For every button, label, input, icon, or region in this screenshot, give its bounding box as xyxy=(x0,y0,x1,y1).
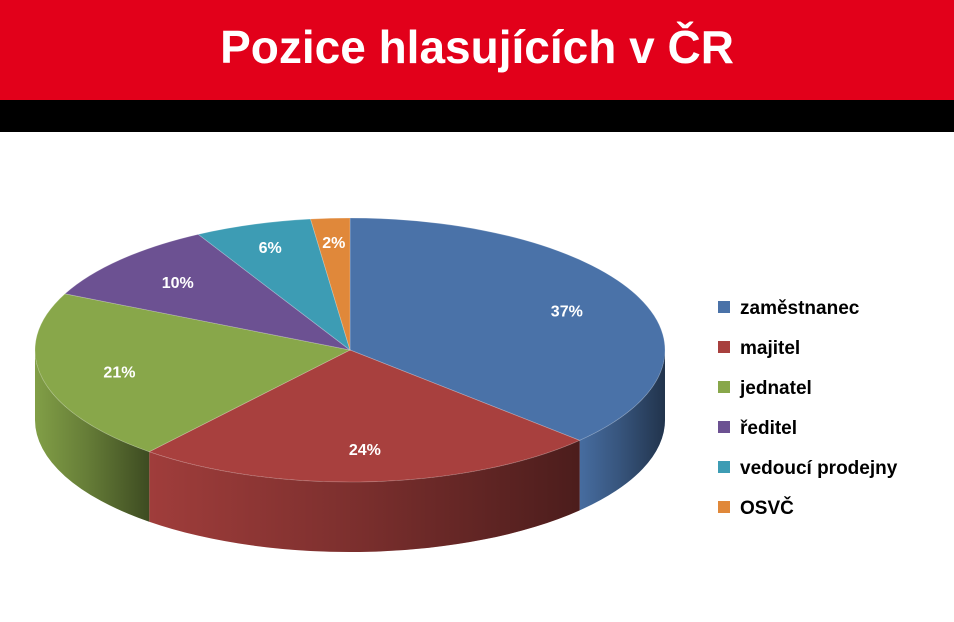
pie-slice-reditel xyxy=(64,233,351,351)
legend-label-jednatel: jednatel xyxy=(739,378,812,399)
page-title: Pozice hlasujících v ČR xyxy=(220,21,734,73)
legend-swatch-zamestnanec xyxy=(718,301,730,313)
data-label-jednatel: 21% xyxy=(103,365,135,382)
pie-side-zamestnanec-shade xyxy=(579,350,665,511)
legend-label-majitel: majitel xyxy=(740,338,800,359)
legend-swatch-majitel xyxy=(718,341,730,353)
legend-swatch-reditel xyxy=(718,421,730,433)
legend-label-reditel: ředitel xyxy=(740,418,797,439)
data-label-osvc: 2% xyxy=(322,235,345,252)
pie-slice-vedouci-prodejny xyxy=(197,218,351,352)
legend-label-zamestnanec: zaměstnanec xyxy=(740,298,860,319)
pie-labels: 37% 24% 21% 10% 6% 2% xyxy=(103,235,582,459)
header-divider-band xyxy=(0,100,954,132)
legend-label-vedouci-prodejny: vedoucí prodejny xyxy=(740,458,898,479)
pie-slice-jednatel xyxy=(34,293,352,453)
legend-swatch-jednatel xyxy=(718,381,730,393)
pie-side-majitel-shade xyxy=(149,440,580,553)
legend-label-osvc: OSVČ xyxy=(740,497,794,519)
data-label-vedouci-prodejny: 6% xyxy=(259,240,282,257)
data-label-zamestnanec: 37% xyxy=(551,304,583,321)
legend: zaměstnanec majitel jednatel ředitel vedoucí… xyxy=(718,298,898,519)
pie-tops xyxy=(34,217,666,483)
pie-slice-zamestnanec xyxy=(349,217,666,441)
pie-side-jednatel-shade xyxy=(35,350,150,522)
legend-swatch-vedouci-prodejny xyxy=(718,461,730,473)
pie-sides xyxy=(35,350,665,553)
legend-swatch-osvc xyxy=(718,501,730,513)
data-label-reditel: 10% xyxy=(162,275,194,292)
pie-chart: 37% 24% 21% 10% 6% 2% zaměstnanec majitel jedna… xyxy=(34,217,898,553)
pie-slice-majitel xyxy=(148,349,581,483)
data-label-majitel: 24% xyxy=(349,442,381,459)
title-bar: Pozice hlasujících v ČR xyxy=(0,0,954,100)
pie-slice-osvc xyxy=(309,217,351,351)
